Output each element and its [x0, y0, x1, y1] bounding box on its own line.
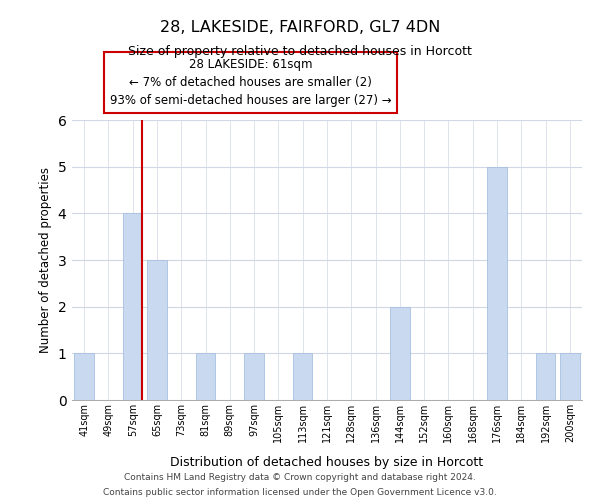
Bar — [487, 166, 507, 400]
Bar — [74, 354, 94, 400]
Bar — [147, 260, 167, 400]
Bar — [293, 354, 313, 400]
Bar — [560, 354, 580, 400]
Text: 28, LAKESIDE, FAIRFORD, GL7 4DN: 28, LAKESIDE, FAIRFORD, GL7 4DN — [160, 20, 440, 35]
X-axis label: Distribution of detached houses by size in Horcott: Distribution of detached houses by size … — [170, 456, 484, 469]
Text: 28 LAKESIDE: 61sqm
← 7% of detached houses are smaller (2)
93% of semi-detached : 28 LAKESIDE: 61sqm ← 7% of detached hous… — [110, 58, 391, 108]
Text: Contains public sector information licensed under the Open Government Licence v3: Contains public sector information licen… — [103, 488, 497, 497]
Text: Contains HM Land Registry data © Crown copyright and database right 2024.: Contains HM Land Registry data © Crown c… — [124, 473, 476, 482]
Bar — [536, 354, 555, 400]
Y-axis label: Number of detached properties: Number of detached properties — [39, 167, 52, 353]
Bar — [196, 354, 215, 400]
Bar — [244, 354, 264, 400]
Bar — [123, 214, 142, 400]
Text: Size of property relative to detached houses in Horcott: Size of property relative to detached ho… — [128, 45, 472, 58]
Bar — [390, 306, 410, 400]
